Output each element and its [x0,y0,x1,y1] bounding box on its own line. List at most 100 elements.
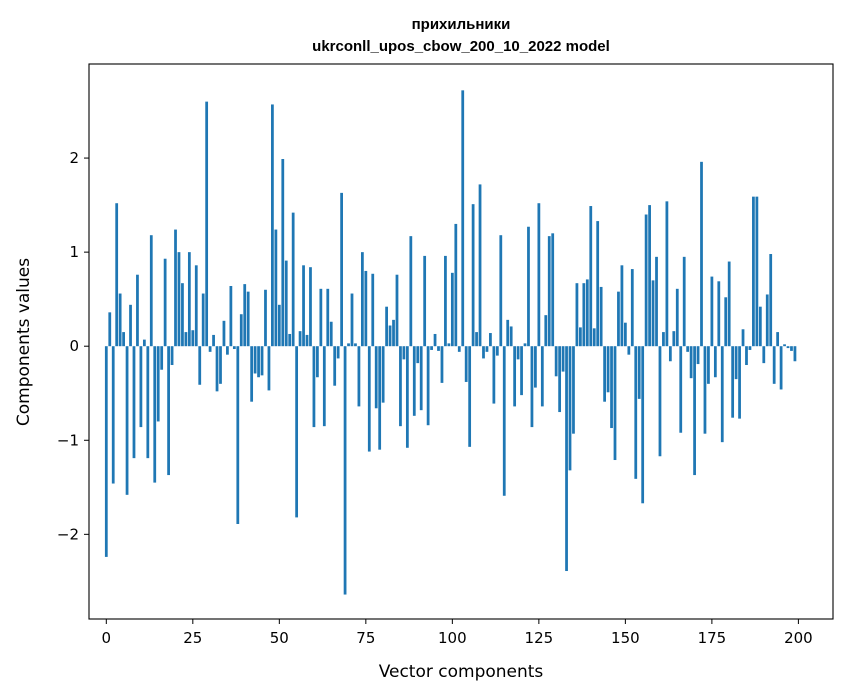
bar [271,104,274,347]
bar [142,339,146,347]
bar [437,346,440,351]
bar [717,281,721,347]
bar [506,319,510,347]
bar [378,346,382,450]
bar [672,331,676,347]
bar [347,343,350,347]
y-axis-label: Components values [14,258,34,426]
bar [215,346,219,392]
bar [762,346,766,364]
bar [194,265,198,347]
bar [779,346,783,390]
bar [156,346,160,422]
bar [246,291,250,347]
bar [693,346,696,476]
bar [523,343,527,347]
bar [489,333,492,347]
bar [475,332,478,347]
bar [118,293,122,347]
x-tick-label: 175 [698,629,727,647]
bar [783,344,786,347]
bar [146,346,150,459]
bar [319,288,323,347]
bar [260,346,264,376]
bar [440,346,444,383]
bar [658,346,662,457]
bar [769,254,773,347]
bar [111,346,115,484]
bar [495,346,499,356]
bar [575,283,579,347]
y-tick-label: −2 [57,525,79,543]
bar [772,346,776,384]
bar [713,346,717,378]
bar [502,346,506,496]
bar [177,252,181,347]
bar [198,346,202,385]
bar [755,196,759,347]
bar [305,334,309,347]
bar [651,280,655,347]
bar-series [104,90,797,595]
bar [388,325,392,347]
bar [558,346,562,413]
bar [402,346,406,360]
bar [232,346,236,350]
bar [326,288,330,347]
bar [132,346,136,459]
bar [457,346,461,352]
bar [513,346,517,407]
bar [264,289,267,347]
bar [291,212,295,347]
bar [212,334,215,347]
bar [727,261,731,347]
bar [360,252,364,347]
bar [405,346,409,448]
bar [153,346,157,483]
bar [450,272,454,347]
bar [482,346,485,359]
bar [447,343,451,347]
bar [385,306,388,347]
bar [790,346,793,351]
bar [208,346,212,352]
bar [461,90,465,347]
bar [675,288,679,347]
bar [568,346,572,471]
bar [720,346,724,443]
chart-title-line1: прихильники [412,16,511,33]
bar [201,293,205,347]
bar [603,346,606,402]
bar [312,346,316,428]
bar [343,346,347,595]
bar [322,346,326,427]
bar [416,346,420,364]
bar [623,322,627,347]
bar [239,314,243,347]
x-tick-label: 100 [438,629,467,647]
bar [745,346,748,366]
bar [412,346,416,416]
bar [734,346,738,380]
x-tick-label: 125 [525,629,554,647]
x-tick-label: 50 [270,629,289,647]
bar [731,346,735,418]
bar [662,332,665,347]
bar [655,256,658,347]
bar [738,346,741,419]
bar [184,332,188,347]
bar [540,346,544,407]
bar [682,256,686,347]
bar [108,312,112,347]
bar [485,346,489,352]
bar [115,203,119,347]
bar [665,201,669,347]
bar [579,327,582,347]
bar [433,333,437,347]
bar [565,346,568,572]
x-tick-label: 0 [102,629,112,647]
bar [371,273,375,347]
bar [253,346,257,374]
bar [589,206,593,347]
bar [724,297,728,347]
